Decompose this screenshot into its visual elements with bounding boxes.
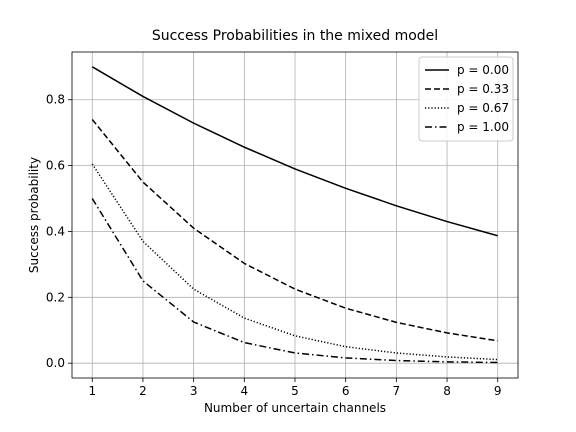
x-tick-label: 9 <box>494 384 502 398</box>
y-tick-label: 0.0 <box>46 356 65 370</box>
legend-entry-0: p = 0.00 <box>457 63 509 77</box>
x-axis-label: Number of uncertain channels <box>204 401 386 415</box>
x-tick-label: 4 <box>240 384 248 398</box>
y-tick-label: 0.4 <box>46 224 65 238</box>
x-tick-label: 1 <box>88 384 96 398</box>
y-axis-label: Success probability <box>27 157 41 273</box>
legend-box <box>418 56 514 142</box>
legend-entry-1: p = 0.33 <box>457 82 509 96</box>
y-tick-label: 0.2 <box>46 290 65 304</box>
series-line-3 <box>91 198 498 364</box>
x-tick-label: 5 <box>291 384 299 398</box>
x-tick-label: 6 <box>342 384 350 398</box>
series-group <box>91 66 498 364</box>
chart-title: Success Probabilities in the mixed model <box>152 28 438 44</box>
legend-entry-3: p = 1.00 <box>457 120 509 134</box>
y-tick-label: 0.6 <box>46 159 65 173</box>
x-axis: 1 2 3 4 5 6 7 8 9 <box>88 378 502 398</box>
series-line-1 <box>91 119 498 342</box>
x-tick-label: 8 <box>443 384 451 398</box>
x-tick-label: 7 <box>393 384 401 398</box>
x-tick-label: 2 <box>139 384 147 398</box>
y-axis: 0.0 0.2 0.4 0.6 0.8 <box>46 93 72 370</box>
legend: p = 0.00 p = 0.33 p = 0.67 p = 1.00 <box>418 56 514 142</box>
x-tick-label: 3 <box>190 384 198 398</box>
legend-entry-2: p = 0.67 <box>457 101 509 115</box>
y-tick-label: 0.8 <box>46 93 65 107</box>
series-line-2 <box>91 163 498 361</box>
series-line-0 <box>91 66 498 237</box>
